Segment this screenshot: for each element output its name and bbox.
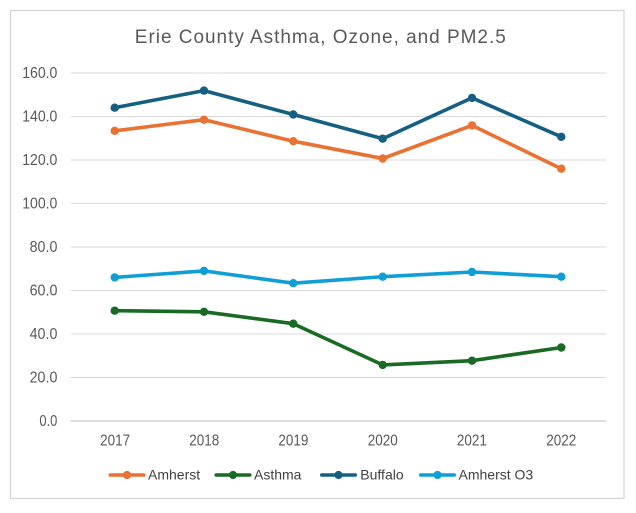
svg-text:2022: 2022 — [546, 432, 576, 449]
svg-text:Asthma: Asthma — [254, 467, 302, 483]
svg-text:100.0: 100.0 — [22, 196, 57, 213]
svg-text:120.0: 120.0 — [22, 152, 57, 169]
svg-text:80.0: 80.0 — [30, 239, 58, 256]
svg-text:Amherst O3: Amherst O3 — [459, 467, 534, 483]
svg-text:2018: 2018 — [189, 432, 219, 449]
svg-text:20.0: 20.0 — [30, 370, 58, 387]
svg-text:60.0: 60.0 — [30, 283, 58, 300]
svg-text:140.0: 140.0 — [22, 109, 57, 126]
svg-text:Erie County Asthma, Ozone, and: Erie County Asthma, Ozone, and PM2.5 — [135, 27, 506, 48]
svg-text:160.0: 160.0 — [22, 65, 57, 82]
svg-text:2021: 2021 — [457, 432, 487, 449]
svg-text:40.0: 40.0 — [30, 326, 58, 343]
svg-text:Amherst: Amherst — [148, 467, 200, 483]
svg-text:2020: 2020 — [368, 432, 398, 449]
svg-text:2017: 2017 — [100, 432, 130, 449]
svg-text:2019: 2019 — [278, 432, 308, 449]
svg-text:Buffalo: Buffalo — [360, 467, 404, 483]
svg-text:0.0: 0.0 — [39, 413, 57, 430]
